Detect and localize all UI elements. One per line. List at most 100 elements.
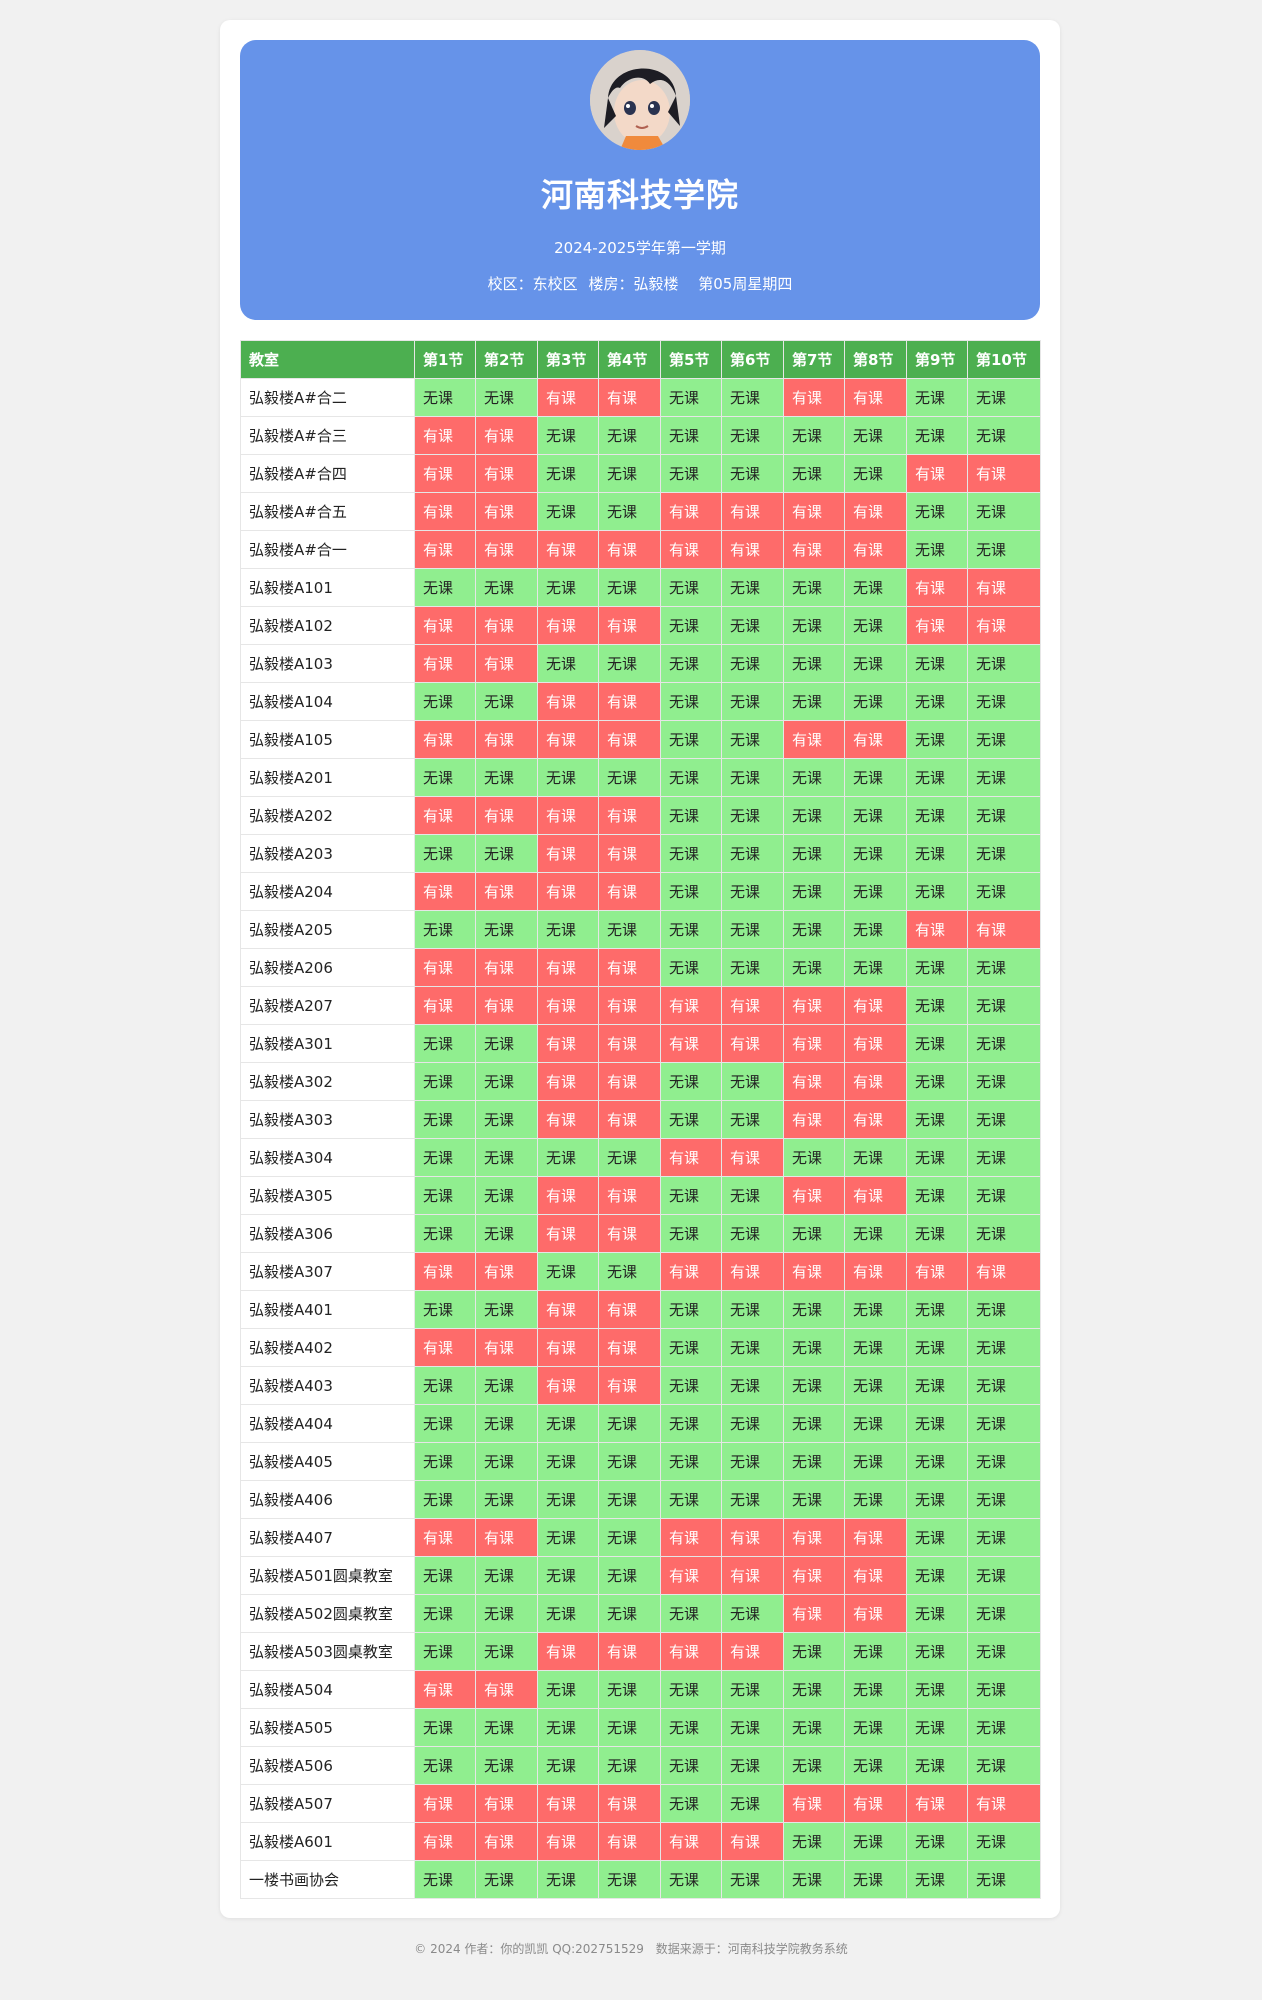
status-cell-busy: 有课 (598, 1062, 661, 1101)
status-cell-free: 无课 (967, 492, 1041, 531)
status-cell-free: 无课 (844, 758, 907, 797)
status-cell-busy: 有课 (475, 720, 538, 759)
status-cell-busy: 有课 (783, 1594, 845, 1633)
status-cell-free: 无课 (475, 834, 538, 873)
room-name-cell: 弘毅楼A#合二 (240, 378, 415, 417)
room-name-cell: 弘毅楼A501圆桌教室 (240, 1556, 415, 1595)
status-cell-free: 无课 (783, 454, 845, 493)
status-cell-busy: 有课 (537, 986, 599, 1025)
status-cell-free: 无课 (721, 1442, 784, 1481)
room-name-cell: 弘毅楼A105 (240, 720, 415, 759)
table-row: 弘毅楼A102 有课 有课 有课 有课 无课 无课 无课 无课 有课 有课 (240, 606, 1041, 645)
status-cell-busy: 有课 (598, 682, 661, 721)
status-cell-free: 无课 (906, 1062, 968, 1101)
status-cell-free: 无课 (414, 1746, 476, 1785)
status-cell-busy: 有课 (537, 796, 599, 835)
status-cell-busy: 有课 (844, 378, 907, 417)
status-cell-free: 无课 (475, 1062, 538, 1101)
status-cell-busy: 有课 (537, 948, 599, 987)
status-cell-busy: 有课 (906, 568, 968, 607)
status-cell-free: 无课 (475, 568, 538, 607)
status-cell-busy: 有课 (537, 1100, 599, 1139)
status-cell-free: 无课 (967, 1442, 1041, 1481)
status-cell-busy: 有课 (660, 1518, 722, 1557)
status-cell-free: 无课 (967, 1214, 1041, 1253)
status-cell-busy: 有课 (783, 1100, 845, 1139)
status-cell-busy: 有课 (598, 1100, 661, 1139)
status-cell-busy: 有课 (721, 1556, 784, 1595)
status-cell-free: 无课 (844, 1214, 907, 1253)
status-cell-free: 无课 (906, 682, 968, 721)
status-cell-free: 无课 (967, 1670, 1041, 1709)
status-cell-free: 无课 (660, 1860, 722, 1899)
room-name-cell: 弘毅楼A505 (240, 1708, 415, 1747)
status-cell-busy: 有课 (475, 454, 538, 493)
status-cell-free: 无课 (537, 1860, 599, 1899)
status-cell-busy: 有课 (783, 1024, 845, 1063)
status-cell-free: 无课 (783, 796, 845, 835)
status-cell-free: 无课 (906, 492, 968, 531)
room-name-cell: 弘毅楼A101 (240, 568, 415, 607)
status-cell-free: 无课 (844, 796, 907, 835)
status-cell-free: 无课 (660, 1404, 722, 1443)
status-cell-free: 无课 (598, 1860, 661, 1899)
status-cell-busy: 有课 (783, 378, 845, 417)
status-cell-free: 无课 (660, 644, 722, 683)
table-row: 弘毅楼A507 有课 有课 有课 有课 无课 无课 有课 有课 有课 有课 (240, 1784, 1041, 1823)
status-cell-busy: 有课 (537, 834, 599, 873)
status-cell-free: 无课 (414, 1594, 476, 1633)
status-cell-free: 无课 (906, 1214, 968, 1253)
status-cell-busy: 有课 (783, 1518, 845, 1557)
status-cell-free: 无课 (844, 1290, 907, 1329)
status-cell-free: 无课 (783, 1138, 845, 1177)
status-cell-free: 无课 (967, 1518, 1041, 1557)
status-cell-free: 无课 (967, 872, 1041, 911)
status-cell-free: 无课 (414, 1138, 476, 1177)
status-cell-free: 无课 (475, 1214, 538, 1253)
status-cell-busy: 有课 (844, 530, 907, 569)
status-cell-free: 无课 (721, 796, 784, 835)
status-cell-free: 无课 (967, 948, 1041, 987)
status-cell-free: 无课 (660, 1442, 722, 1481)
status-cell-free: 无课 (537, 492, 599, 531)
status-cell-free: 无课 (967, 1632, 1041, 1671)
status-cell-free: 无课 (783, 1290, 845, 1329)
room-name-cell: 弘毅楼A#合四 (240, 454, 415, 493)
status-cell-busy: 有课 (414, 644, 476, 683)
status-cell-free: 无课 (844, 1404, 907, 1443)
status-cell-free: 无课 (660, 872, 722, 911)
status-cell-busy: 有课 (414, 1252, 476, 1291)
status-cell-free: 无课 (783, 1746, 845, 1785)
status-cell-free: 无课 (844, 1328, 907, 1367)
status-cell-free: 无课 (844, 644, 907, 683)
status-cell-free: 无课 (598, 1670, 661, 1709)
status-cell-free: 无课 (906, 948, 968, 987)
status-cell-free: 无课 (598, 454, 661, 493)
status-cell-free: 无课 (783, 606, 845, 645)
status-cell-free: 无课 (721, 1708, 784, 1747)
status-cell-busy: 有课 (414, 454, 476, 493)
status-cell-busy: 有课 (906, 606, 968, 645)
status-cell-free: 无课 (967, 644, 1041, 683)
status-cell-free: 无课 (537, 416, 599, 455)
status-cell-busy: 有课 (414, 530, 476, 569)
table-row: 弘毅楼A403 无课 无课 有课 有课 无课 无课 无课 无课 无课 无课 (240, 1366, 1041, 1405)
room-name-cell: 弘毅楼A201 (240, 758, 415, 797)
status-cell-free: 无课 (783, 416, 845, 455)
column-header-period-7: 第7节 (783, 340, 845, 379)
status-cell-busy: 有课 (660, 1138, 722, 1177)
room-name-cell: 弘毅楼A404 (240, 1404, 415, 1443)
status-cell-free: 无课 (783, 682, 845, 721)
status-cell-busy: 有课 (475, 1252, 538, 1291)
status-cell-free: 无课 (721, 1860, 784, 1899)
status-cell-free: 无课 (660, 1290, 722, 1329)
room-name-cell: 弘毅楼A401 (240, 1290, 415, 1329)
room-name-cell: 弘毅楼A403 (240, 1366, 415, 1405)
status-cell-free: 无课 (906, 1024, 968, 1063)
status-cell-free: 无课 (906, 1556, 968, 1595)
schedule-body: 弘毅楼A#合二 无课 无课 有课 有课 无课 无课 有课 有课 无课 无课 弘毅楼A#合三 有课 有课 无课… (240, 378, 1041, 1899)
status-cell-free: 无课 (475, 1860, 538, 1899)
room-name-cell: 弘毅楼A306 (240, 1214, 415, 1253)
status-cell-free: 无课 (967, 758, 1041, 797)
status-cell-free: 无课 (844, 1480, 907, 1519)
